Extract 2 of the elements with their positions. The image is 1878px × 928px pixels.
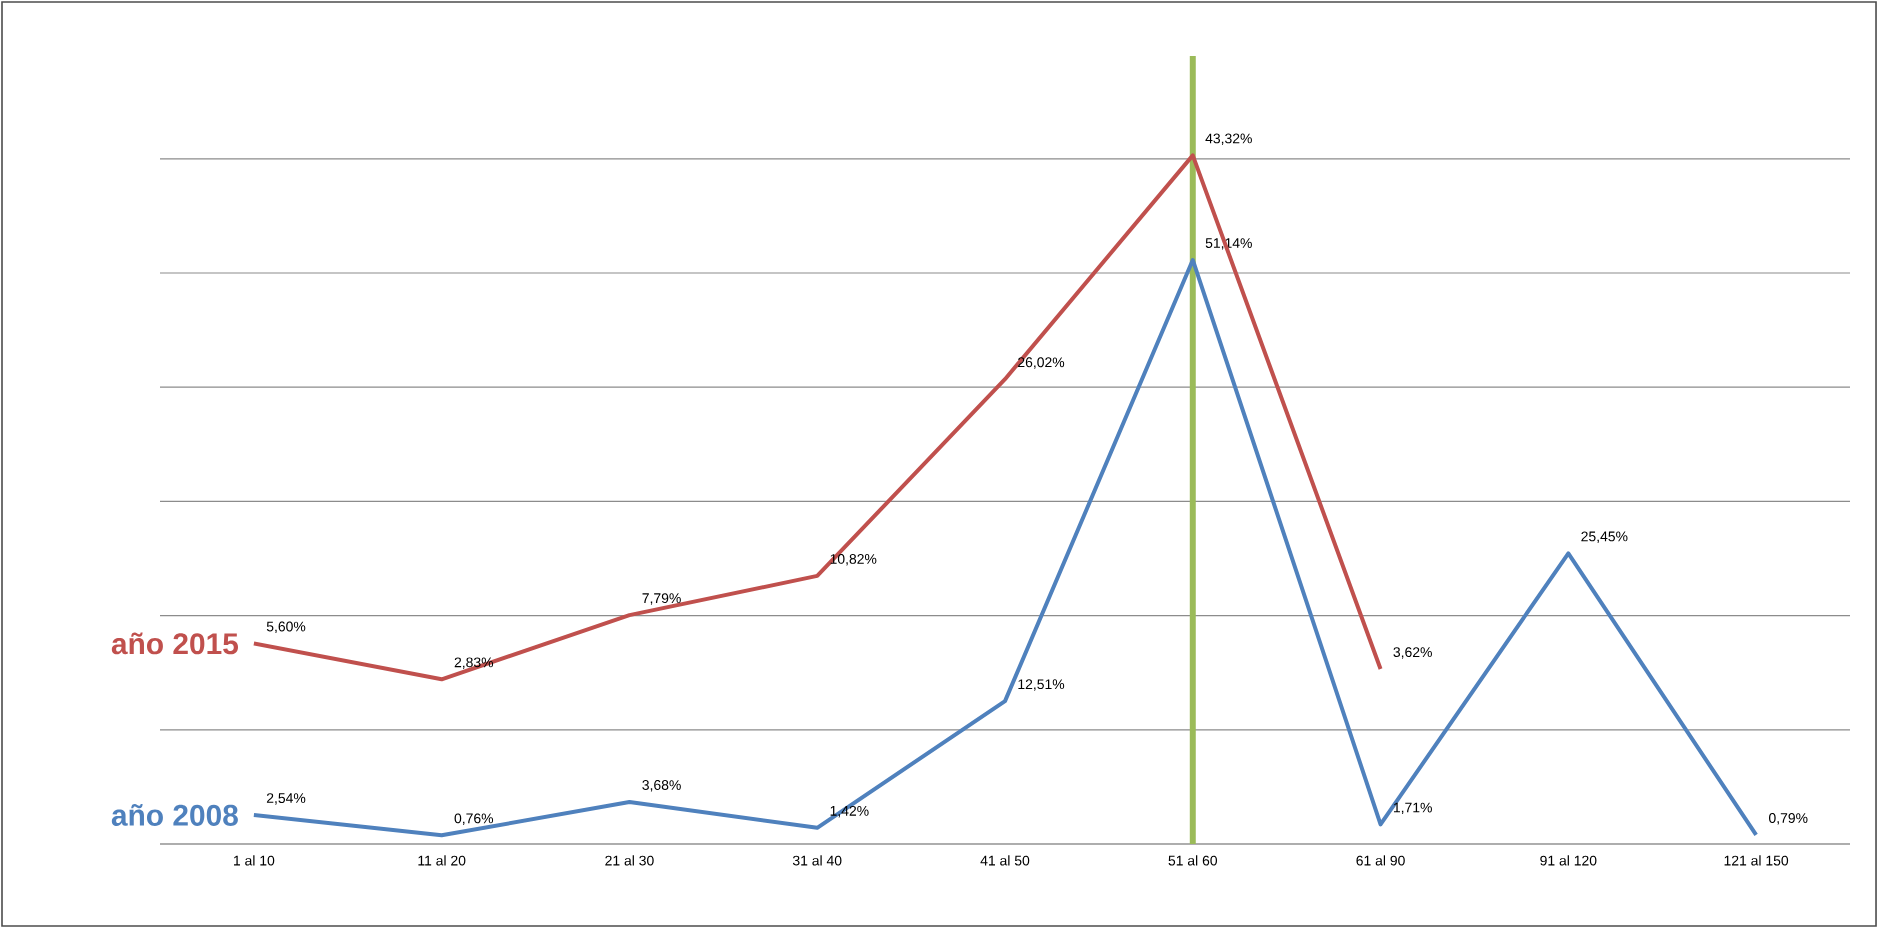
series-label: año 2008: [111, 804, 238, 826]
series-label: año 2015: [111, 632, 238, 655]
